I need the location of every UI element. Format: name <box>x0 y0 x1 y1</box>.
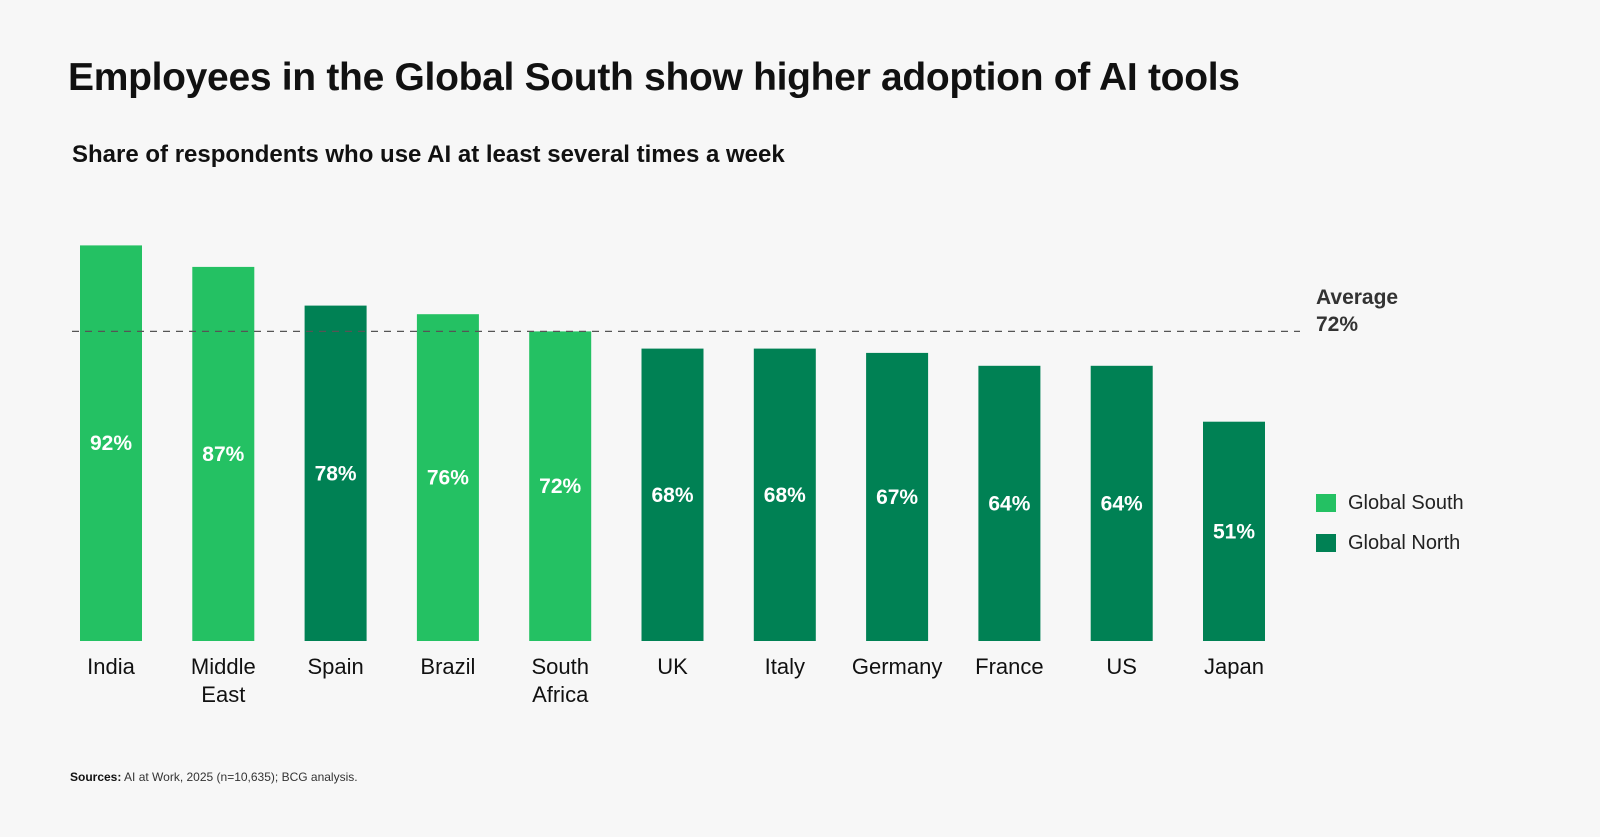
category-label-germany: Germany <box>852 654 942 679</box>
bar-middle-east <box>192 266 255 641</box>
bar-italy <box>753 348 816 641</box>
bar-germany <box>866 352 929 641</box>
source-note: Sources: AI at Work, 2025 (n=10,635); BC… <box>70 770 358 784</box>
bar-value-label-brazil: 76% <box>427 467 469 490</box>
bar-japan <box>1203 421 1265 641</box>
legend-swatch-global-north <box>1316 534 1336 552</box>
bar-value-label-us: 64% <box>1101 492 1143 515</box>
category-label-middle-east: Middle East <box>191 654 256 707</box>
bar-uk <box>641 348 704 641</box>
chart-subtitle: Share of respondents who use AI at least… <box>72 141 785 168</box>
bar-value-label-india: 92% <box>90 432 132 455</box>
bar-india <box>80 245 142 641</box>
category-label-italy: Italy <box>765 654 805 679</box>
bar-us <box>1090 365 1153 641</box>
average-label: Average 72% <box>1316 284 1398 338</box>
category-label-japan: Japan <box>1204 654 1264 679</box>
legend-label-global-south: Global South <box>1348 491 1464 514</box>
bar-brazil <box>416 314 479 641</box>
legend-item-global-north: Global North <box>1316 531 1464 555</box>
bar-south-africa <box>529 331 592 641</box>
bar-france <box>978 365 1041 641</box>
bar-value-label-south-africa: 72% <box>539 475 581 498</box>
bar-value-label-uk: 68% <box>651 484 693 507</box>
category-label-uk: UK <box>657 654 688 679</box>
legend-swatch-global-south <box>1316 494 1336 512</box>
bar-value-label-italy: 68% <box>764 484 806 507</box>
source-label: Sources: <box>70 770 122 784</box>
category-label-india: India <box>87 654 135 679</box>
bar-value-label-germany: 67% <box>876 486 918 509</box>
source-text: AI at Work, 2025 (n=10,635); BCG analysi… <box>124 770 358 784</box>
category-label-brazil: Brazil <box>420 654 475 679</box>
category-label-south-africa: South Africa <box>531 654 589 707</box>
bar-value-label-spain: 78% <box>315 462 357 485</box>
category-label-us: US <box>1106 654 1137 679</box>
bar-value-label-middle-east: 87% <box>202 443 244 466</box>
legend-item-global-south: Global South <box>1316 491 1464 515</box>
category-label-spain: Spain <box>307 654 363 679</box>
bar-spain <box>304 305 367 641</box>
average-label-value: 72% <box>1316 313 1359 336</box>
bar-value-label-japan: 51% <box>1213 520 1255 543</box>
average-label-text: Average <box>1316 286 1399 309</box>
bar-value-label-france: 64% <box>988 492 1030 515</box>
legend: Global South Global North <box>1316 491 1464 571</box>
category-label-france: France <box>975 654 1043 679</box>
chart-title: Employees in the Global South show highe… <box>68 56 1240 99</box>
legend-label-global-north: Global North <box>1348 531 1461 554</box>
